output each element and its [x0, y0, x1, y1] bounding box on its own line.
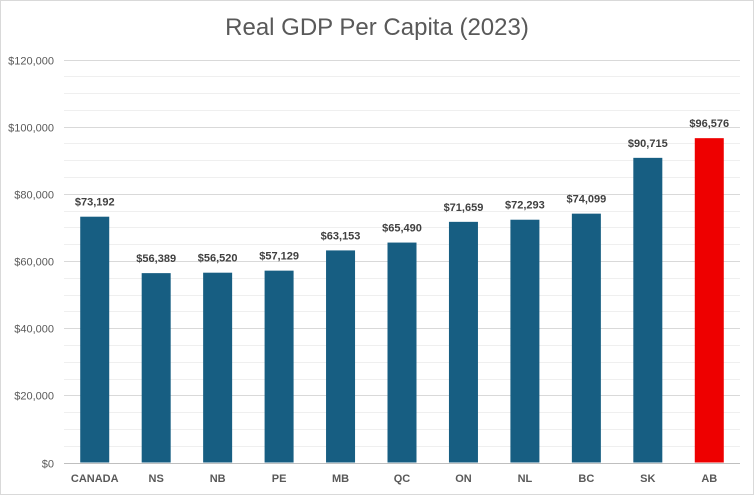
- x-tick-label-on: ON: [455, 473, 472, 485]
- data-label-pe: $57,129: [259, 251, 299, 263]
- x-tick-label-qc: QC: [394, 473, 411, 485]
- data-label-qc: $65,490: [382, 223, 422, 235]
- x-tick-label-nb: NB: [210, 473, 226, 485]
- y-tick-label: $100,000: [8, 123, 54, 135]
- bar-nl: [510, 219, 540, 463]
- data-label-bc: $74,099: [566, 194, 606, 206]
- data-label-mb: $63,153: [321, 230, 361, 242]
- y-axis: $0 $20,000 $40,000 $60,000 $80,000 $100,000 $1…: [8, 56, 54, 471]
- bar-ab: [694, 138, 724, 463]
- x-tick-label-canada: CANADA: [71, 473, 119, 485]
- y-tick-label: $0: [42, 459, 54, 471]
- bar-mb: [326, 250, 356, 463]
- y-tick-label: $80,000: [14, 190, 54, 202]
- y-tick-label: $40,000: [14, 324, 54, 336]
- data-label-ns: $56,389: [136, 253, 176, 265]
- data-label-canada: $73,192: [75, 197, 115, 209]
- y-tick-label: $20,000: [14, 391, 54, 403]
- bar-on: [448, 221, 478, 463]
- data-label-sk: $90,715: [628, 138, 668, 150]
- x-tick-label-ab: AB: [701, 473, 717, 485]
- bar-nb: [203, 272, 233, 463]
- bar-qc: [387, 242, 417, 463]
- x-tick-label-bc: BC: [578, 473, 594, 485]
- x-tick-label-pe: PE: [272, 473, 287, 485]
- data-label-on: $71,659: [444, 202, 484, 214]
- bar-pe: [264, 270, 294, 463]
- data-label-ab: $96,576: [689, 118, 729, 130]
- x-tick-label-sk: SK: [640, 473, 655, 485]
- x-tick-label-ns: NS: [149, 473, 164, 485]
- data-label-nl: $72,293: [505, 200, 545, 212]
- bar-canada: [80, 216, 110, 463]
- y-tick-label: $120,000: [8, 56, 54, 68]
- chart-title: Real GDP Per Capita (2023): [225, 14, 529, 41]
- bars: [80, 138, 724, 463]
- x-axis: CANADA NS NB PE MB QC ON NL BC SK AB: [71, 473, 717, 485]
- data-label-nb: $56,520: [198, 253, 238, 265]
- data-labels: $73,192 $56,389 $56,520 $57,129 $63,153 $65,4…: [75, 118, 729, 265]
- bar-bc: [571, 213, 601, 463]
- bar-ns: [141, 273, 171, 463]
- x-tick-label-nl: NL: [518, 473, 533, 485]
- x-tick-label-mb: MB: [332, 473, 349, 485]
- y-tick-label: $60,000: [14, 257, 54, 269]
- bar-sk: [633, 157, 663, 463]
